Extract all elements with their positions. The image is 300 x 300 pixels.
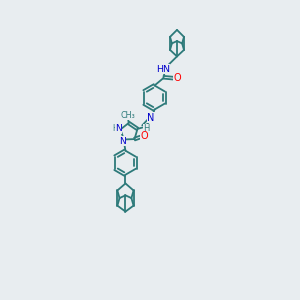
Text: H: H [113, 124, 118, 133]
Text: N: N [115, 124, 122, 133]
Text: O: O [141, 131, 148, 141]
Text: O: O [174, 73, 181, 83]
Text: N: N [147, 113, 154, 123]
Text: N: N [119, 137, 125, 146]
Text: CH₃: CH₃ [121, 111, 135, 120]
Text: HN: HN [156, 64, 170, 74]
Text: H: H [143, 124, 150, 133]
